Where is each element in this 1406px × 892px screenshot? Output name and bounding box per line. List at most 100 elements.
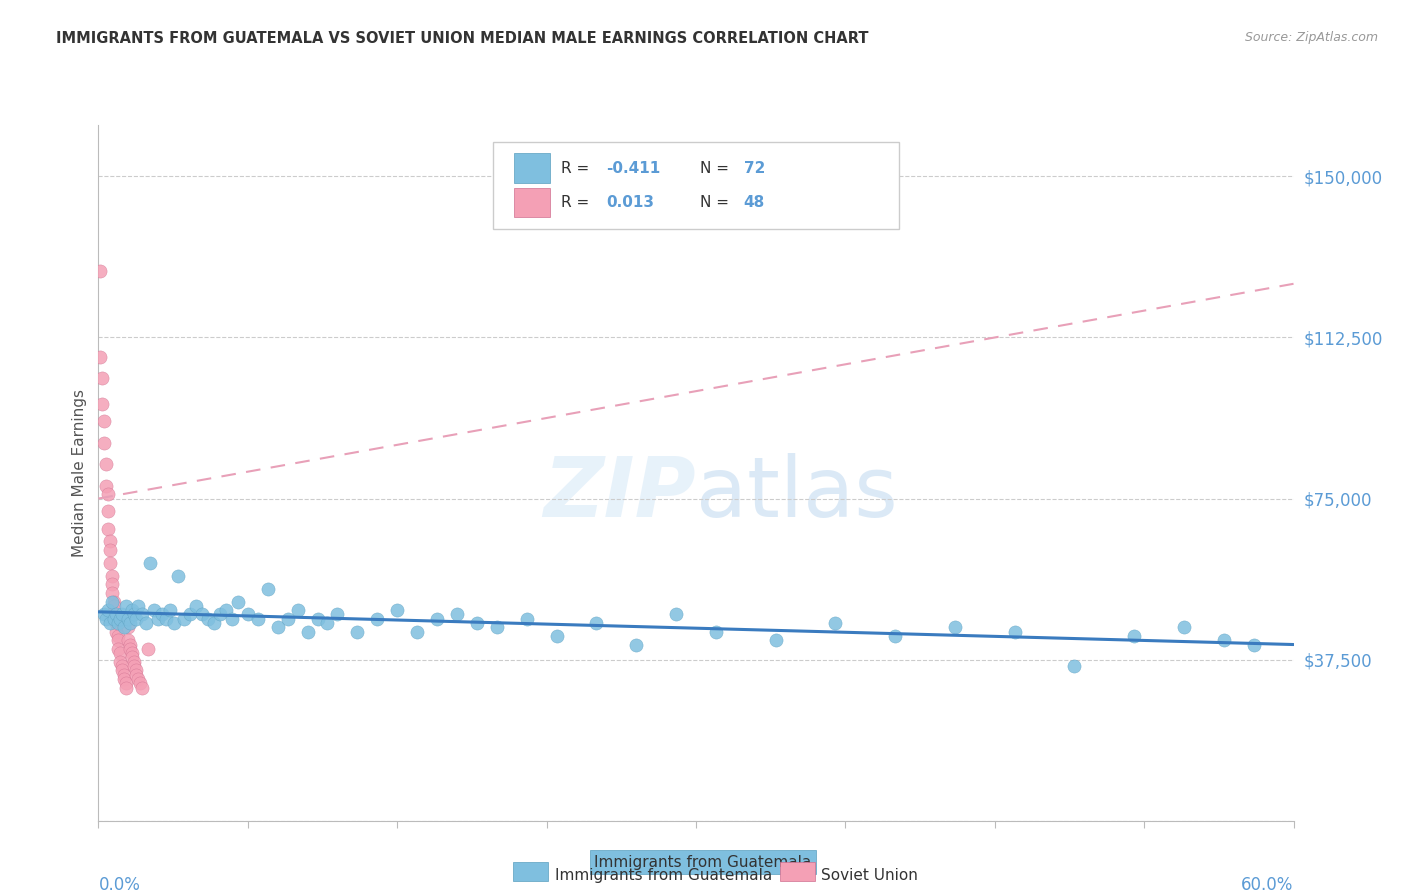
Text: Immigrants from Guatemala: Immigrants from Guatemala xyxy=(555,869,773,883)
Point xyxy=(101,586,124,600)
Point xyxy=(167,569,190,583)
Point xyxy=(124,607,146,622)
Point xyxy=(287,603,309,617)
Point xyxy=(297,624,319,639)
Point xyxy=(202,616,225,631)
Point xyxy=(117,633,139,648)
Text: IMMIGRANTS FROM GUATEMALA VS SOVIET UNION MEDIAN MALE EARNINGS CORRELATION CHART: IMMIGRANTS FROM GUATEMALA VS SOVIET UNIO… xyxy=(56,31,869,46)
Point xyxy=(89,350,111,364)
Point xyxy=(226,594,249,608)
Point xyxy=(97,603,120,617)
Point xyxy=(943,620,966,634)
Point xyxy=(277,612,299,626)
Point xyxy=(121,650,143,665)
Point xyxy=(179,607,201,622)
Point xyxy=(191,607,214,622)
Point xyxy=(1123,629,1146,643)
Point xyxy=(139,556,162,570)
Point xyxy=(125,667,148,681)
Point xyxy=(163,616,186,631)
Point xyxy=(129,676,152,690)
Point xyxy=(236,607,259,622)
Point xyxy=(135,616,157,631)
Point xyxy=(121,646,143,660)
Point xyxy=(148,612,170,626)
Point xyxy=(107,616,129,631)
Text: 72: 72 xyxy=(744,161,765,176)
Point xyxy=(96,457,118,471)
Point xyxy=(120,641,142,656)
Point xyxy=(98,616,122,631)
Point xyxy=(91,397,114,411)
Point xyxy=(1243,638,1265,652)
Point xyxy=(115,676,138,690)
Point xyxy=(704,624,727,639)
Text: 48: 48 xyxy=(744,195,765,211)
Text: N =: N = xyxy=(700,161,734,176)
Text: Source: ZipAtlas.com: Source: ZipAtlas.com xyxy=(1244,31,1378,45)
Point xyxy=(97,487,120,501)
Point xyxy=(136,641,159,656)
Point xyxy=(125,612,148,626)
Point xyxy=(117,620,139,634)
Text: Immigrants from Guatemala: Immigrants from Guatemala xyxy=(595,855,811,870)
Point xyxy=(120,638,142,652)
Point xyxy=(155,612,177,626)
Point xyxy=(346,624,368,639)
Point xyxy=(93,435,115,450)
Point xyxy=(107,629,129,643)
Point xyxy=(115,681,138,695)
Point xyxy=(131,681,153,695)
Point xyxy=(173,612,195,626)
Point xyxy=(1004,624,1026,639)
Point xyxy=(197,612,219,626)
Point xyxy=(103,607,125,622)
Text: atlas: atlas xyxy=(696,453,897,534)
Point xyxy=(111,659,134,673)
Point xyxy=(96,612,118,626)
Point xyxy=(105,624,128,639)
Point xyxy=(98,534,122,549)
Point xyxy=(665,607,688,622)
Y-axis label: Median Male Earnings: Median Male Earnings xyxy=(72,389,87,557)
Point xyxy=(105,612,128,626)
Point xyxy=(98,543,122,558)
Point xyxy=(107,641,129,656)
Point xyxy=(624,638,647,652)
Point xyxy=(112,620,135,634)
Point xyxy=(121,603,143,617)
Point xyxy=(1173,620,1195,634)
Text: -0.411: -0.411 xyxy=(606,161,661,176)
Point xyxy=(112,667,135,681)
Point xyxy=(446,607,468,622)
Point xyxy=(117,612,139,626)
Point xyxy=(97,522,120,536)
Point xyxy=(150,607,173,622)
Text: 0.013: 0.013 xyxy=(606,195,654,211)
Text: R =: R = xyxy=(561,195,595,211)
Point xyxy=(120,616,142,631)
Point xyxy=(267,620,290,634)
Point xyxy=(98,556,122,570)
Point xyxy=(208,607,231,622)
Point xyxy=(246,612,269,626)
Point xyxy=(426,612,449,626)
FancyBboxPatch shape xyxy=(494,142,900,229)
Point xyxy=(103,599,125,613)
Point xyxy=(93,607,115,622)
Point xyxy=(159,603,181,617)
FancyBboxPatch shape xyxy=(515,188,550,218)
Text: N =: N = xyxy=(700,195,734,211)
Point xyxy=(516,612,538,626)
Point xyxy=(546,629,568,643)
Point xyxy=(112,672,135,686)
Point xyxy=(93,414,115,428)
Point xyxy=(765,633,787,648)
Point xyxy=(111,663,134,677)
Text: ZIP: ZIP xyxy=(543,453,696,534)
Point xyxy=(465,616,488,631)
Point xyxy=(215,603,238,617)
Point xyxy=(1063,659,1085,673)
Point xyxy=(91,371,114,385)
Text: Soviet Union: Soviet Union xyxy=(821,869,918,883)
